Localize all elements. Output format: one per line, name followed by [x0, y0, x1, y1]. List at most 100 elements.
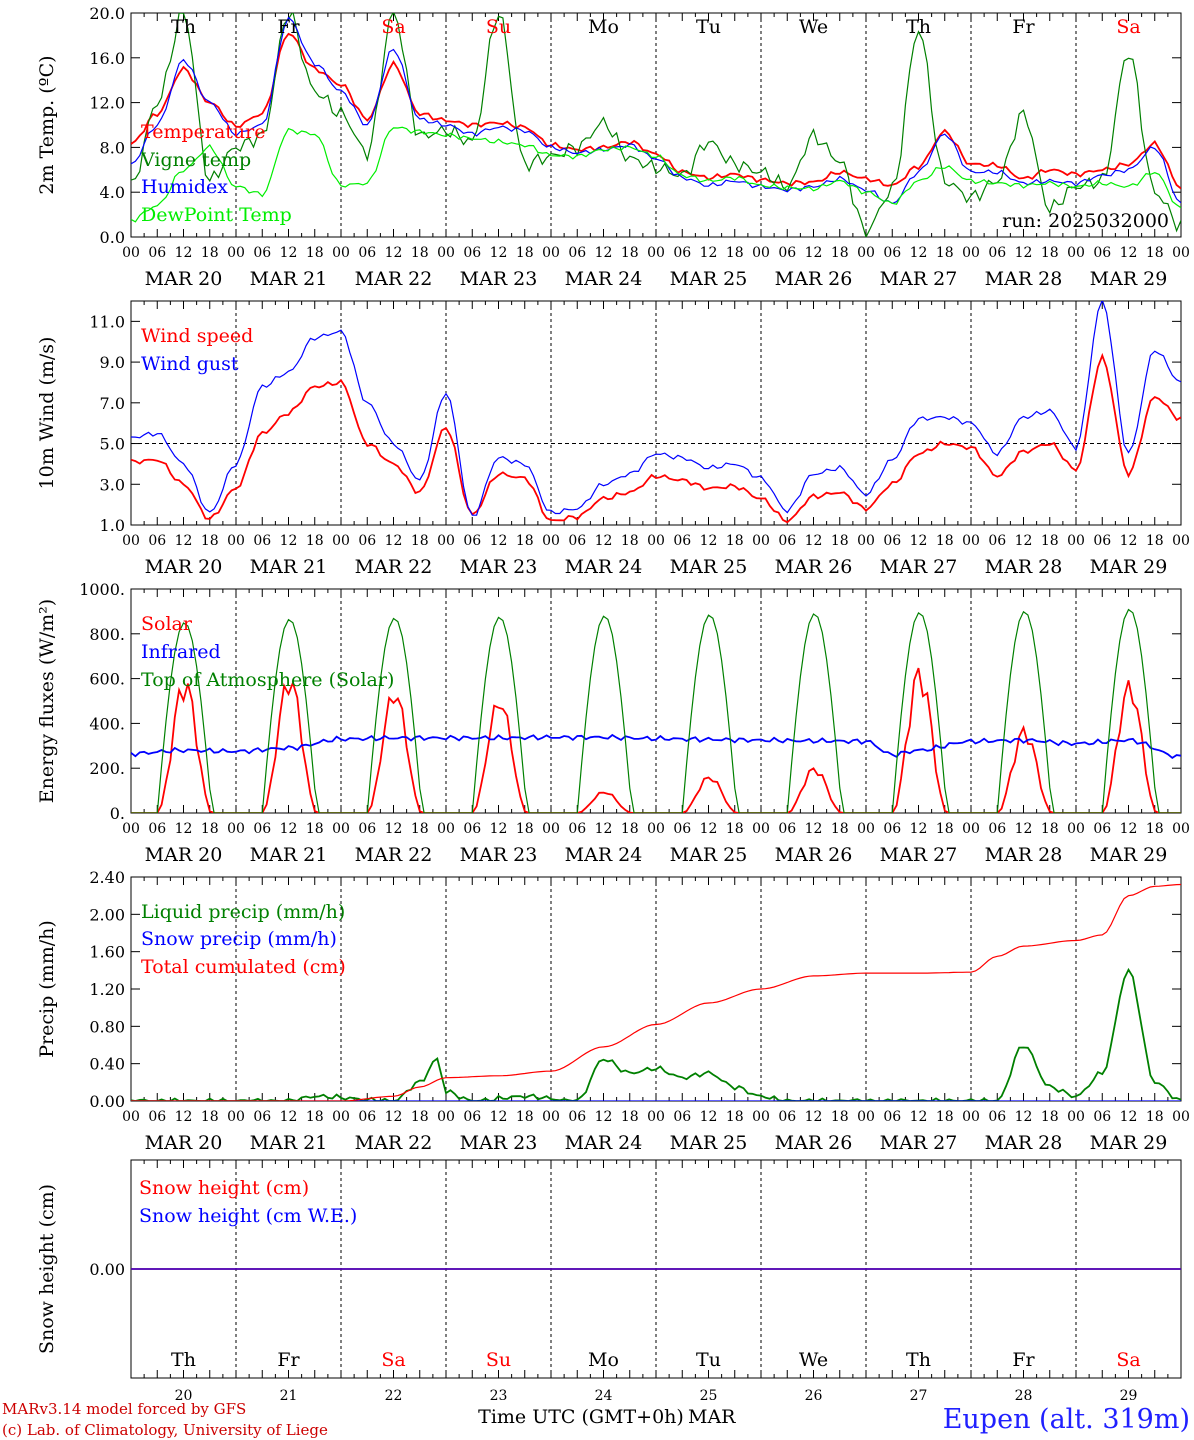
x-hour-label: 00: [1067, 533, 1085, 549]
y-tick-label: 0.40: [89, 1055, 125, 1074]
x-hour-label: 00: [857, 533, 875, 549]
day-label: Fr: [1012, 16, 1035, 38]
x-hour-label: 06: [463, 1109, 481, 1125]
x-hour-label: 06: [778, 533, 796, 549]
day-number: 21: [280, 1388, 298, 1404]
x-hour-label: 00: [962, 821, 980, 837]
panel-5: 0.00 Snow height (cm) Snow height (cm) Snow…: [36, 1159, 1182, 1404]
x-hour-label: 06: [253, 533, 271, 549]
x-hour-label: 18: [1041, 1109, 1059, 1125]
y-tick-label: 800.: [89, 625, 125, 644]
y-tick-label: 3.0: [100, 475, 125, 494]
series-wind-speed: [131, 352, 1181, 524]
x-hour-label: 18: [831, 245, 849, 261]
x-hour-label: 06: [148, 245, 166, 261]
x-hour-label: 18: [411, 533, 429, 549]
x-hour-label: 00: [542, 821, 560, 837]
x-hour-label: 06: [1093, 533, 1111, 549]
x-hour-label: 00: [437, 1109, 455, 1125]
legend-liquid-precip: Liquid precip (mm/h): [141, 901, 345, 923]
x-hour-label: 00: [332, 245, 350, 261]
series-liquid-precip: [131, 967, 1181, 1101]
x-hour-label: 12: [595, 245, 613, 261]
y-tick-label: 600.: [89, 670, 125, 689]
x-date-label: MAR 27: [880, 556, 958, 578]
x-hour-label: 00: [227, 821, 245, 837]
x-date-label: MAR 29: [1090, 844, 1168, 866]
plot-frame: [130, 300, 1182, 526]
y-tick-label: 8.0: [100, 138, 125, 157]
x-date-label: MAR 26: [775, 556, 853, 578]
x-hour-label: 00: [542, 245, 560, 261]
x-date-label: MAR 20: [145, 556, 223, 578]
copyright: (c) Lab. of Climatology, University of L…: [2, 1421, 328, 1439]
y-tick-label: 1000.: [79, 580, 125, 599]
x-hour-label: 18: [411, 1109, 429, 1125]
x-date-label: MAR 24: [565, 1132, 643, 1154]
series-solar: [131, 667, 1181, 813]
x-date-label: MAR 28: [985, 1132, 1063, 1154]
x-date-label: MAR 26: [775, 1132, 853, 1154]
x-date-label: MAR 23: [460, 1132, 538, 1154]
series-vigne-temp: [131, 13, 1181, 237]
x-hour-label: 00: [1067, 1109, 1085, 1125]
x-hour-label: 06: [673, 821, 691, 837]
x-hour-label: 06: [883, 533, 901, 549]
legend-vigne-temp: Vigne temp: [140, 149, 251, 171]
x-hour-label: 12: [805, 245, 823, 261]
day-label: Fr: [277, 16, 300, 38]
x-hour-label: 12: [490, 821, 508, 837]
y-tick-label: 2.40: [89, 868, 125, 887]
legend-wind-speed: Wind speed: [141, 325, 253, 347]
x-hour-label: 12: [175, 1109, 193, 1125]
x-hour-label: 18: [306, 1109, 324, 1125]
x-hour-label: 06: [1093, 245, 1111, 261]
x-hour-label: 18: [1146, 1109, 1164, 1125]
legend-dewpoint-temp: DewPoint Temp: [141, 204, 292, 226]
x-hour-label: 18: [831, 821, 849, 837]
x-date-label: MAR 29: [1090, 1132, 1168, 1154]
x-hour-label: 00: [752, 245, 770, 261]
y-tick-label: 0.80: [89, 1017, 125, 1036]
x-hour-label: 00: [1172, 1109, 1190, 1125]
station-name: Eupen (alt. 319m): [943, 1404, 1190, 1435]
x-hour-label: 12: [595, 1109, 613, 1125]
x-date-label: MAR 21: [250, 556, 328, 578]
x-hour-label: 00: [1172, 245, 1190, 261]
day-number: 20: [175, 1388, 193, 1404]
x-hour-label: 12: [1015, 245, 1033, 261]
day-label: Su: [486, 16, 511, 38]
y-axis-label: 2m Temp. (ºC): [36, 55, 58, 194]
x-hour-label: 00: [122, 1109, 140, 1125]
x-hour-label: 00: [1067, 821, 1085, 837]
series-humidex: [131, 16, 1181, 205]
day-number: 25: [700, 1388, 718, 1404]
x-hour-label: 18: [201, 821, 219, 837]
x-hour-label: 06: [883, 245, 901, 261]
x-hour-label: 18: [621, 821, 639, 837]
x-hour-label: 00: [437, 533, 455, 549]
day-label: Th: [906, 1349, 931, 1371]
day-label: Mo: [588, 1349, 619, 1371]
legend-temperature: Temperature: [141, 121, 265, 143]
x-axis-title: Time UTC (GMT+0h): [478, 1406, 684, 1428]
x-hour-label: 12: [1015, 821, 1033, 837]
x-date-label: MAR 27: [880, 844, 958, 866]
x-hour-label: 06: [673, 533, 691, 549]
x-date-label: MAR 20: [145, 268, 223, 290]
x-hour-label: 06: [988, 245, 1006, 261]
x-hour-label: 18: [201, 533, 219, 549]
x-hour-label: 06: [253, 821, 271, 837]
y-tick-label: 0.00: [89, 1260, 125, 1279]
y-tick-label: 0.00: [89, 1092, 125, 1111]
x-date-label: MAR 22: [355, 844, 433, 866]
x-hour-label: 18: [621, 1109, 639, 1125]
legend-humidex: Humidex: [141, 176, 228, 198]
y-tick-label: 20.0: [89, 4, 125, 23]
day-label: Fr: [277, 1349, 300, 1371]
x-hour-label: 00: [1172, 821, 1190, 837]
x-hour-label: 18: [726, 245, 744, 261]
x-date-label: MAR 24: [565, 268, 643, 290]
x-hour-label: 18: [936, 533, 954, 549]
x-hour-label: 00: [332, 533, 350, 549]
